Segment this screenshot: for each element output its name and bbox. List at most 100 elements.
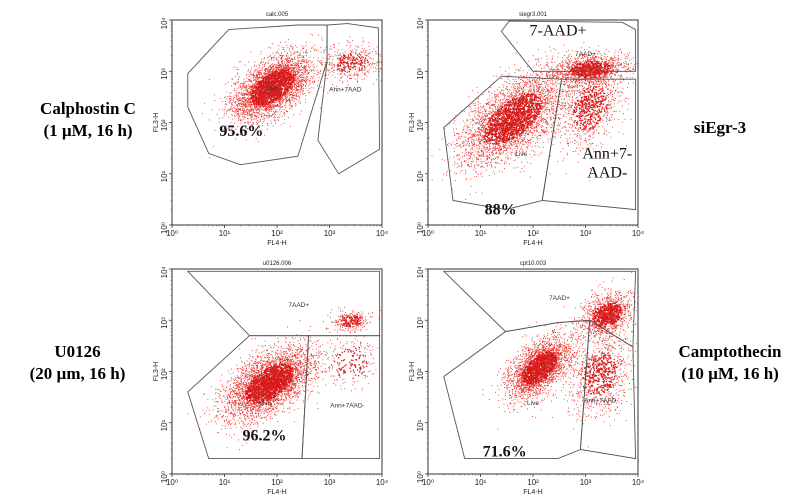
data-point (281, 102, 283, 104)
data-point (274, 110, 276, 112)
data-point (252, 73, 254, 75)
data-point (357, 72, 359, 74)
data-point (244, 100, 246, 102)
data-point (278, 120, 279, 121)
data-point (284, 75, 286, 77)
data-point (292, 100, 293, 101)
data-point (339, 59, 341, 61)
data-point (241, 92, 243, 94)
data-point (472, 152, 474, 153)
data-point (312, 65, 314, 67)
data-point (250, 115, 252, 117)
data-point (498, 86, 500, 88)
data-point (556, 86, 558, 88)
data-point (521, 116, 523, 119)
data-point (546, 108, 548, 110)
data-point (254, 93, 256, 95)
data-point (289, 102, 291, 104)
data-point (244, 64, 246, 66)
data-point (260, 91, 262, 93)
data-point (306, 70, 308, 72)
data-point (282, 48, 284, 50)
data-point (292, 60, 294, 62)
data-point (264, 76, 267, 78)
data-point (287, 71, 290, 74)
data-point (284, 112, 285, 113)
data-point (303, 59, 305, 61)
data-point (348, 55, 350, 58)
data-point (267, 98, 269, 100)
data-point (320, 86, 322, 88)
data-point (293, 75, 295, 77)
data-point (303, 58, 305, 60)
data-point (293, 78, 295, 80)
data-point (321, 37, 323, 39)
data-point (235, 102, 237, 104)
data-point (290, 74, 292, 76)
data-point (353, 56, 355, 58)
data-point (259, 75, 260, 77)
data-point (367, 61, 369, 63)
data-point (550, 124, 552, 126)
data-point (268, 76, 270, 78)
data-point (269, 75, 271, 77)
data-point (297, 58, 299, 59)
data-point (278, 85, 281, 88)
data-point (288, 83, 290, 86)
data-point (245, 122, 246, 123)
data-point (495, 98, 497, 100)
data-point (347, 61, 349, 63)
data-point (347, 66, 349, 68)
data-point (272, 79, 274, 81)
data-point (503, 113, 505, 115)
data-point (280, 54, 281, 56)
data-point (273, 96, 275, 98)
data-point (249, 72, 251, 74)
data-point (284, 76, 286, 79)
data-point (522, 125, 524, 128)
data-point (299, 113, 301, 115)
data-point (273, 113, 275, 114)
data-point (243, 87, 245, 89)
data-point (287, 81, 290, 83)
data-point (504, 107, 507, 110)
data-point (251, 102, 252, 104)
data-point (334, 51, 336, 53)
data-point (284, 104, 286, 106)
data-point (289, 65, 291, 67)
data-point (257, 105, 259, 106)
data-point (456, 173, 457, 174)
data-point (262, 98, 264, 100)
data-point (373, 71, 375, 73)
data-point (276, 86, 278, 88)
data-point (272, 101, 274, 103)
data-point (313, 66, 315, 68)
data-point (304, 66, 306, 68)
data-point (285, 110, 287, 111)
data-point (351, 59, 353, 61)
data-point (295, 79, 297, 81)
data-point (248, 105, 249, 107)
data-point (265, 109, 267, 111)
data-point (347, 58, 350, 60)
data-point (285, 93, 287, 95)
label-camptothecin-line2: (10 µM, 16 h) (681, 364, 779, 383)
data-point (271, 108, 272, 110)
data-point (281, 69, 283, 71)
data-point (292, 77, 294, 79)
data-point (323, 52, 325, 54)
data-point (540, 86, 542, 88)
data-point (275, 94, 277, 96)
data-point (255, 114, 256, 116)
data-point (500, 105, 502, 107)
data-point (289, 99, 290, 100)
data-point (301, 83, 303, 85)
data-point (505, 144, 507, 146)
data-point (274, 120, 276, 122)
data-point (248, 74, 250, 76)
data-point (364, 62, 366, 65)
data-point (260, 94, 262, 96)
data-point (344, 74, 346, 76)
data-point (236, 66, 238, 68)
data-point (248, 92, 250, 94)
